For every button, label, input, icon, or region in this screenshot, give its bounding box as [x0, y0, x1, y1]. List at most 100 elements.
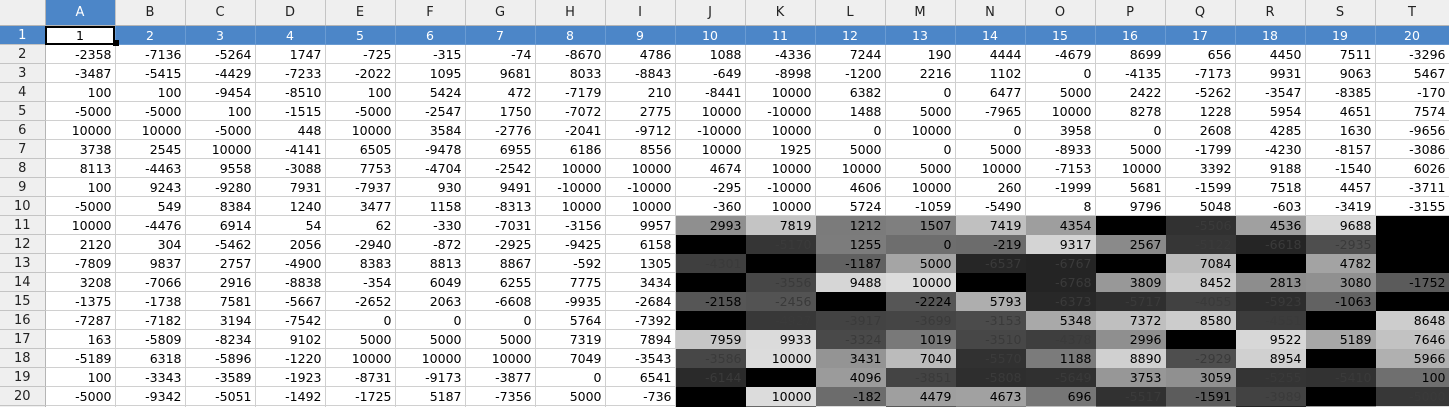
cell-e18[interactable]: 10000	[325, 348, 396, 368]
cell-n2[interactable]: 4444	[955, 44, 1026, 64]
cell-c17[interactable]: -8234	[185, 329, 256, 349]
cell-q3[interactable]: -7173	[1165, 63, 1236, 83]
cell-b14[interactable]: -7066	[115, 272, 186, 292]
cell-h4[interactable]: -7179	[535, 82, 606, 102]
cell-r13[interactable]	[1235, 253, 1306, 273]
cell-p17[interactable]: 2996	[1095, 329, 1166, 349]
cell-s18[interactable]	[1305, 348, 1376, 368]
cell-g14[interactable]: 6255	[465, 272, 536, 292]
cell-h14[interactable]: 7775	[535, 272, 606, 292]
cell-g1[interactable]: 7	[465, 25, 536, 45]
cell-g10[interactable]: -8313	[465, 196, 536, 216]
cell-g3[interactable]: 9681	[465, 63, 536, 83]
cell-k2[interactable]: -4336	[745, 44, 816, 64]
cell-f14[interactable]: 6049	[395, 272, 466, 292]
cell-s9[interactable]: 4457	[1305, 177, 1376, 197]
cell-l18[interactable]: 3431	[815, 348, 886, 368]
column-header-o[interactable]: O	[1025, 0, 1096, 26]
column-header-h[interactable]: H	[535, 0, 606, 26]
cell-d8[interactable]: -3088	[255, 158, 326, 178]
cell-h7[interactable]: 6186	[535, 139, 606, 159]
cell-s11[interactable]: 9688	[1305, 215, 1376, 235]
cell-d18[interactable]: -1220	[255, 348, 326, 368]
column-header-f[interactable]: F	[395, 0, 466, 26]
cell-p12[interactable]: 2567	[1095, 234, 1166, 254]
cell-b9[interactable]: 9243	[115, 177, 186, 197]
cell-j6[interactable]: -10000	[675, 120, 746, 140]
cell-m13[interactable]: 5000	[885, 253, 956, 273]
cell-a9[interactable]: 100	[45, 177, 116, 197]
cell-q20[interactable]: -1591	[1165, 386, 1236, 406]
cell-s21[interactable]: 4044	[1305, 405, 1376, 407]
cell-m20[interactable]: 4479	[885, 386, 956, 406]
cell-s19[interactable]: -5410	[1305, 367, 1376, 387]
cell-i8[interactable]: 10000	[605, 158, 676, 178]
row-header-4[interactable]: 4	[0, 82, 46, 102]
cell-o17[interactable]: -4378	[1025, 329, 1096, 349]
cell-p19[interactable]: 3753	[1095, 367, 1166, 387]
cell-g13[interactable]: 8867	[465, 253, 536, 273]
cell-r11[interactable]: 4536	[1235, 215, 1306, 235]
cell-j13[interactable]: -4301	[675, 253, 746, 273]
cell-e13[interactable]: 8383	[325, 253, 396, 273]
cell-p14[interactable]: 3809	[1095, 272, 1166, 292]
cell-o18[interactable]: 1188	[1025, 348, 1096, 368]
cell-j15[interactable]: -2158	[675, 291, 746, 311]
cell-r20[interactable]: -3989	[1235, 386, 1306, 406]
cell-q15[interactable]: -4055	[1165, 291, 1236, 311]
cell-r16[interactable]: -4551	[1235, 310, 1306, 330]
cell-d10[interactable]: 1240	[255, 196, 326, 216]
cell-c3[interactable]: -4429	[185, 63, 256, 83]
cell-g12[interactable]: -2925	[465, 234, 536, 254]
cell-k12[interactable]: -5170	[745, 234, 816, 254]
cell-p3[interactable]: -4135	[1095, 63, 1166, 83]
cell-b15[interactable]: -1738	[115, 291, 186, 311]
cell-b17[interactable]: -5809	[115, 329, 186, 349]
cell-p21[interactable]: 814	[1095, 405, 1166, 407]
cell-s16[interactable]	[1305, 310, 1376, 330]
cell-f5[interactable]: -2547	[395, 101, 466, 121]
cell-b6[interactable]: 10000	[115, 120, 186, 140]
cell-t12[interactable]	[1375, 234, 1449, 254]
cell-e1[interactable]: 5	[325, 25, 396, 45]
cell-j8[interactable]: 4674	[675, 158, 746, 178]
row-header-8[interactable]: 8	[0, 158, 46, 178]
cell-q21[interactable]: 3373	[1165, 405, 1236, 407]
cell-g17[interactable]: 5000	[465, 329, 536, 349]
cell-t19[interactable]: 100	[1375, 367, 1449, 387]
cell-l8[interactable]: 10000	[815, 158, 886, 178]
column-header-j[interactable]: J	[675, 0, 746, 26]
cell-s20[interactable]	[1305, 386, 1376, 406]
cell-e6[interactable]: 10000	[325, 120, 396, 140]
cell-d5[interactable]: -1515	[255, 101, 326, 121]
cell-l11[interactable]: 1212	[815, 215, 886, 235]
cell-f11[interactable]: -330	[395, 215, 466, 235]
cell-c19[interactable]: -3589	[185, 367, 256, 387]
cell-t15[interactable]	[1375, 291, 1449, 311]
cell-k21[interactable]: -445	[745, 405, 816, 407]
cell-o3[interactable]: 0	[1025, 63, 1096, 83]
column-header-q[interactable]: Q	[1165, 0, 1236, 26]
cell-s13[interactable]: 4782	[1305, 253, 1376, 273]
cell-q2[interactable]: 656	[1165, 44, 1236, 64]
cell-o19[interactable]: -5649	[1025, 367, 1096, 387]
cell-h11[interactable]: -3156	[535, 215, 606, 235]
cell-c15[interactable]: 7581	[185, 291, 256, 311]
cell-f7[interactable]: -9478	[395, 139, 466, 159]
cell-k11[interactable]: 7819	[745, 215, 816, 235]
cell-l2[interactable]: 7244	[815, 44, 886, 64]
cell-q9[interactable]: -1599	[1165, 177, 1236, 197]
cell-b8[interactable]: -4463	[115, 158, 186, 178]
cell-g16[interactable]: 0	[465, 310, 536, 330]
cell-d1[interactable]: 4	[255, 25, 326, 45]
cell-l21[interactable]: 9888	[815, 405, 886, 407]
cell-k15[interactable]: -2456	[745, 291, 816, 311]
cell-q18[interactable]: -2929	[1165, 348, 1236, 368]
cell-d4[interactable]: -8510	[255, 82, 326, 102]
column-header-b[interactable]: B	[115, 0, 186, 26]
cell-i20[interactable]: -736	[605, 386, 676, 406]
cell-i14[interactable]: 3434	[605, 272, 676, 292]
column-header-k[interactable]: K	[745, 0, 816, 26]
cell-d20[interactable]: -1492	[255, 386, 326, 406]
